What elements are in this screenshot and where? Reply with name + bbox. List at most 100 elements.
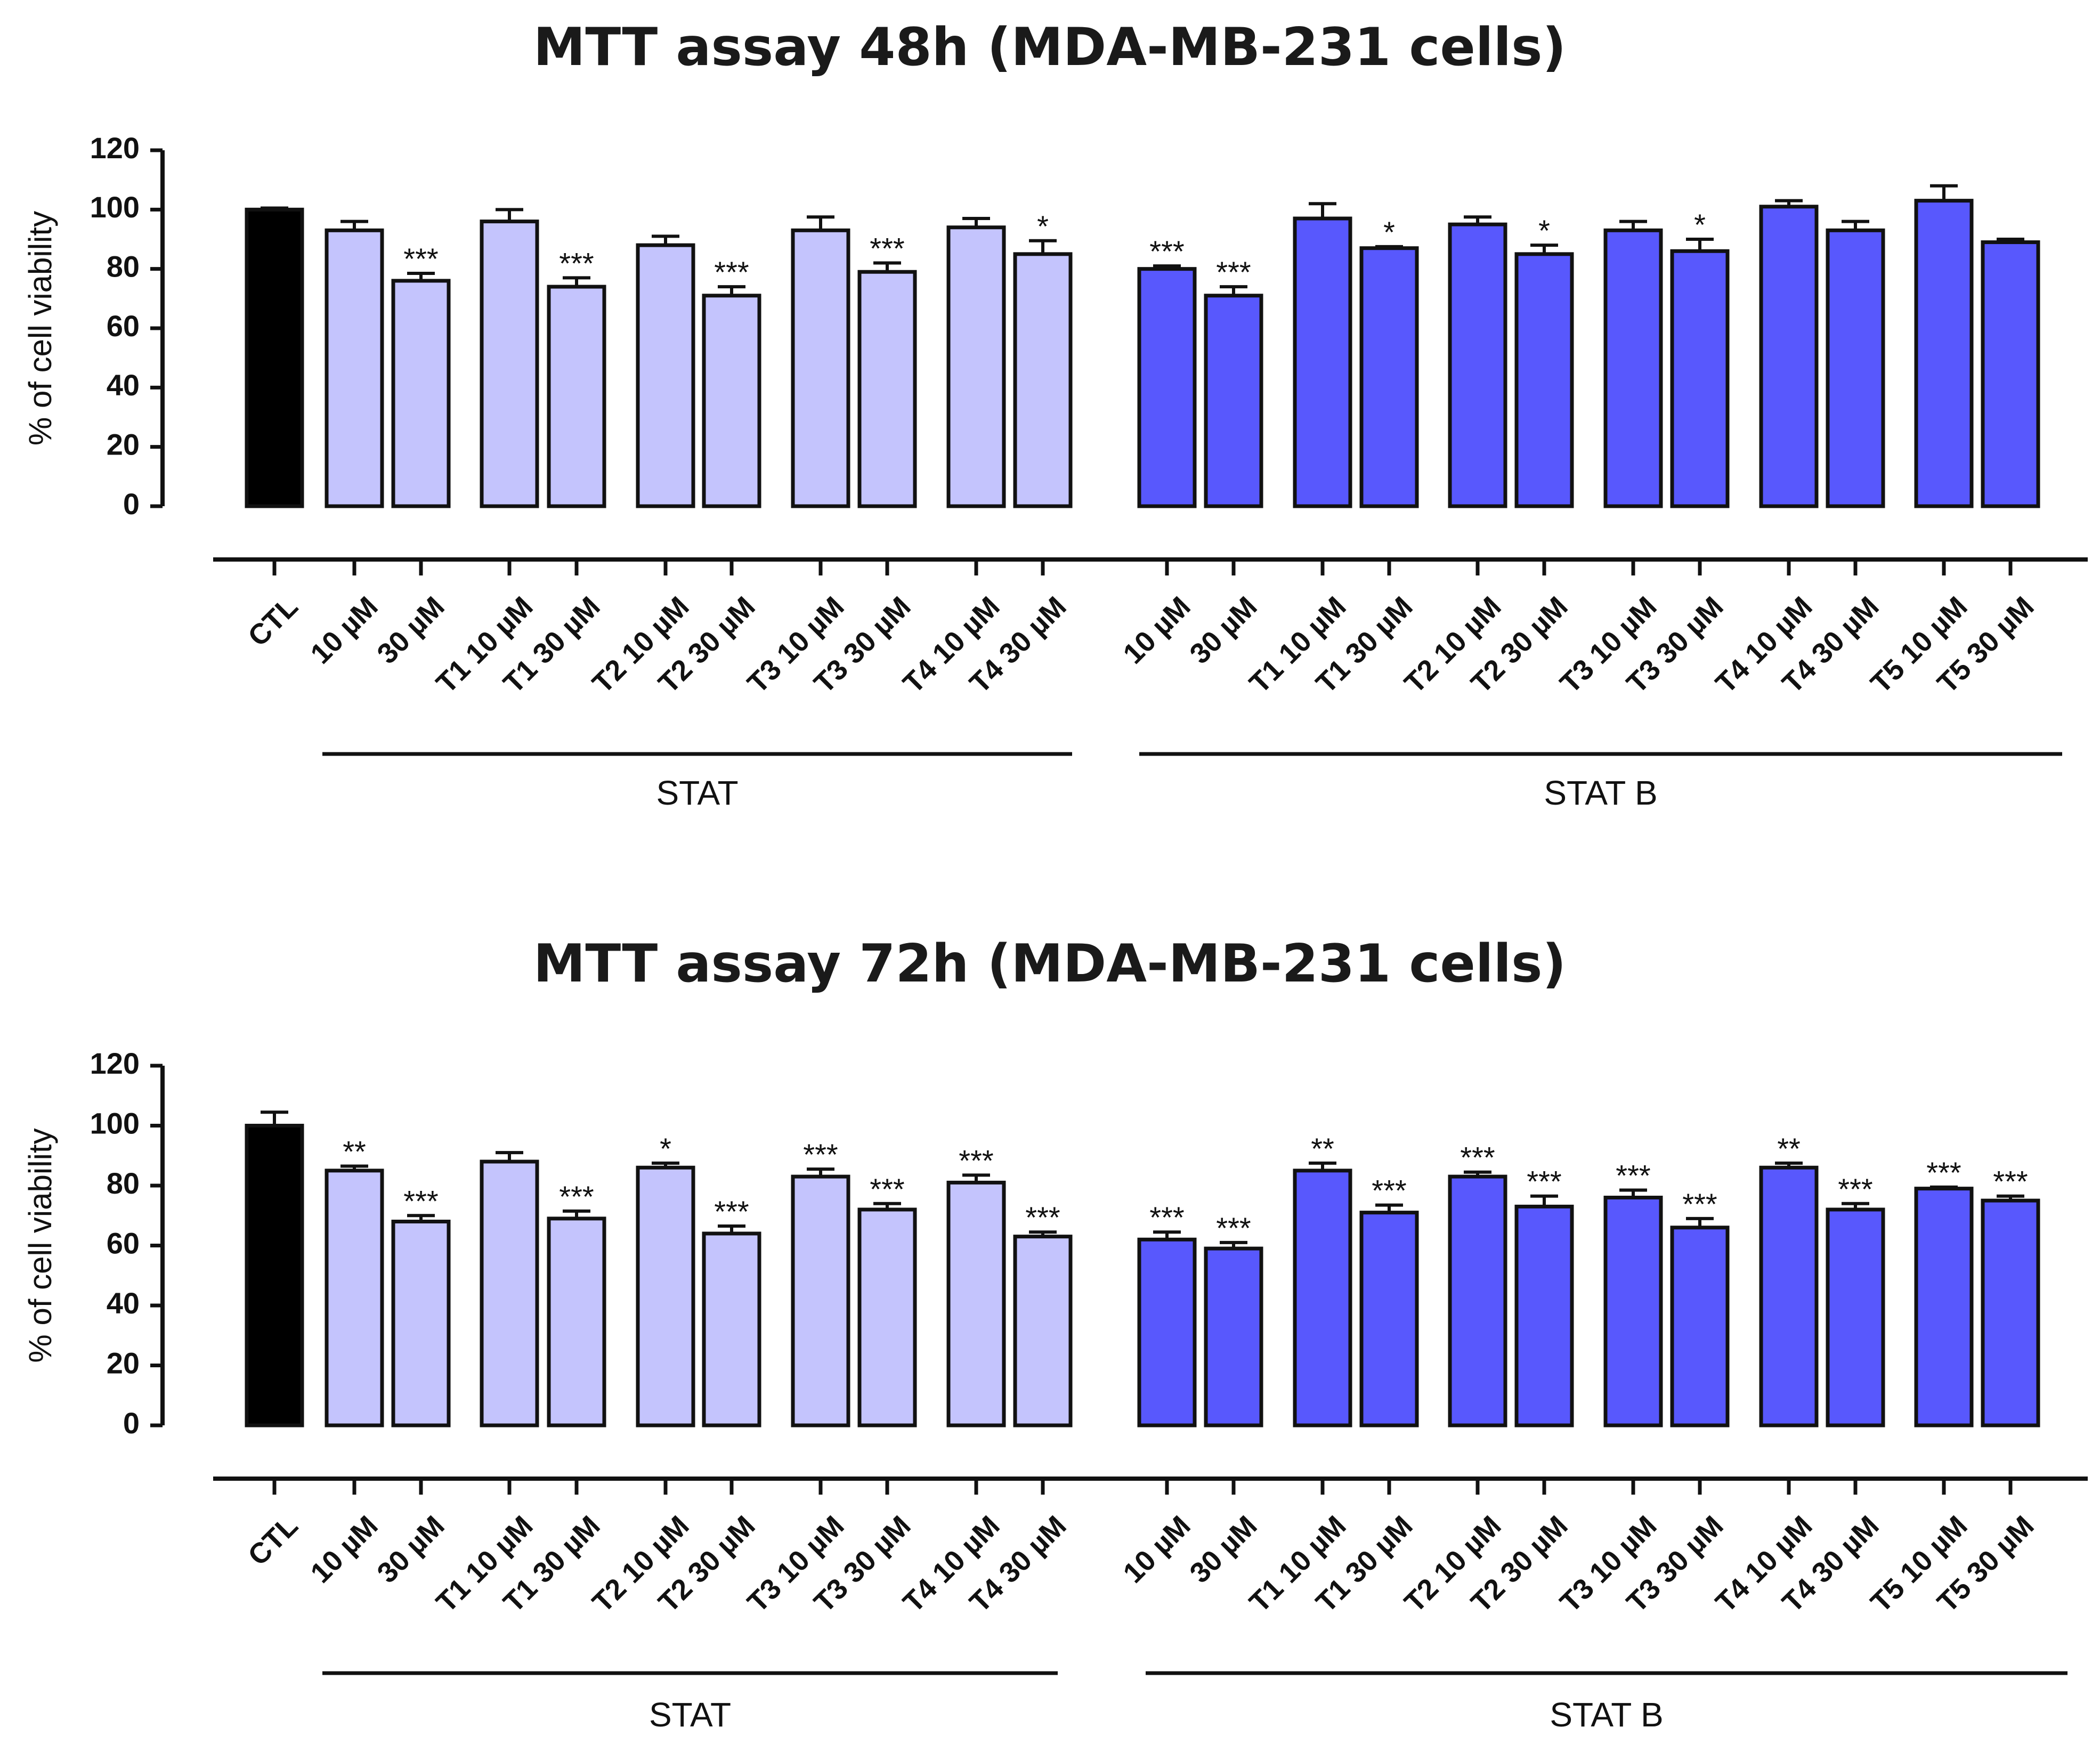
- group-label: STAT: [656, 774, 738, 812]
- bar: [946, 225, 1006, 508]
- y-tick-label: 60: [107, 309, 140, 343]
- significance-label: ***: [714, 255, 749, 289]
- bar: [1359, 1211, 1419, 1427]
- significance-label: ***: [1682, 1187, 1717, 1221]
- y-tick-label: 80: [107, 1166, 140, 1200]
- y-axis-label: % of cell viability: [22, 211, 58, 445]
- x-tick-label: CTL: [242, 590, 304, 653]
- significance-label: ***: [870, 232, 904, 265]
- bar: [1914, 1187, 1974, 1427]
- bar: [1759, 205, 1819, 508]
- bar: [636, 243, 695, 508]
- bar: [480, 1159, 539, 1427]
- significance-label: ***: [1216, 255, 1251, 289]
- significance-label: ***: [403, 1184, 438, 1218]
- bar: [1981, 1198, 2040, 1427]
- bar: [702, 294, 761, 508]
- bar: [1293, 216, 1352, 508]
- bar: [1293, 1169, 1352, 1427]
- group-label: STAT B: [1550, 1696, 1663, 1734]
- significance-label: *: [660, 1132, 671, 1165]
- significance-label: ***: [714, 1195, 749, 1228]
- bar: [791, 1174, 850, 1427]
- significance-label: ***: [403, 242, 438, 275]
- y-tick-label: 60: [107, 1226, 140, 1260]
- significance-label: ***: [559, 1180, 594, 1213]
- chart-panel-2: MTT assay 72h (MDA-MB-231 cells) 0 20 40 60 8…: [22, 934, 2088, 1734]
- bar: [1359, 246, 1419, 508]
- significance-label: ***: [1838, 1172, 1872, 1206]
- bar: [1826, 1207, 1885, 1427]
- group-label: STAT B: [1544, 774, 1657, 812]
- significance-label: ***: [1926, 1156, 1961, 1189]
- significance-label: ***: [1216, 1211, 1251, 1245]
- significance-label: *: [1383, 215, 1395, 249]
- bar: [1914, 199, 1974, 508]
- bar: [1981, 240, 2040, 508]
- bar: [391, 1220, 451, 1427]
- bar: [857, 270, 917, 508]
- significance-label: **: [1777, 1132, 1801, 1165]
- bar: [1204, 1246, 1263, 1427]
- x-tick-label: 30 µM: [371, 1510, 450, 1589]
- bar: [1013, 252, 1073, 508]
- y-axis-label: % of cell viability: [22, 1128, 58, 1362]
- y-tick-label: 100: [90, 190, 140, 224]
- significance-label: *: [1694, 208, 1706, 241]
- significance-label: ***: [803, 1138, 838, 1171]
- bar: [391, 279, 451, 508]
- bar: [1670, 1226, 1730, 1427]
- bar: [1759, 1165, 1819, 1427]
- chart-title: MTT assay 72h (MDA-MB-231 cells): [533, 934, 1566, 994]
- bar: [480, 220, 539, 508]
- x-tick-label: 10 µM: [304, 1510, 384, 1589]
- bar: [245, 207, 304, 508]
- y-tick-label: 20: [107, 427, 140, 461]
- bar: [791, 228, 850, 508]
- significance-label: ***: [1149, 234, 1184, 268]
- x-tick-label: 30 µM: [371, 590, 450, 670]
- significance-label: ***: [1993, 1165, 2028, 1198]
- y-tick-label: 40: [107, 1286, 140, 1320]
- y-tick-label: 20: [107, 1346, 140, 1380]
- significance-label: **: [1311, 1132, 1334, 1165]
- significance-label: *: [1037, 209, 1049, 243]
- y-tick-label: 100: [90, 1106, 140, 1140]
- bar: [1137, 1237, 1197, 1427]
- bar: [325, 228, 384, 508]
- bar: [547, 1216, 606, 1427]
- bar: [1514, 252, 1574, 508]
- y-tick-label: 0: [123, 487, 140, 521]
- bar: [1013, 1235, 1073, 1427]
- bar: [1448, 1174, 1507, 1427]
- y-tick-label: 120: [90, 1047, 140, 1080]
- bar: [245, 1124, 304, 1427]
- bar: [946, 1180, 1006, 1427]
- y-tick-label: 80: [107, 249, 140, 283]
- significance-label: ***: [1527, 1165, 1561, 1198]
- bar: [1137, 267, 1197, 508]
- bar: [547, 285, 606, 508]
- significance-label: ***: [1149, 1200, 1184, 1234]
- x-tick-label: 30 µM: [1183, 590, 1263, 670]
- y-tick-label: 40: [107, 368, 140, 402]
- y-tick-label: 120: [90, 131, 140, 165]
- chart-title: MTT assay 48h (MDA-MB-231 cells): [533, 17, 1566, 78]
- significance-label: **: [343, 1134, 366, 1168]
- bar: [857, 1207, 917, 1427]
- significance-label: ***: [1460, 1141, 1495, 1174]
- significance-label: ***: [959, 1143, 993, 1177]
- bar: [702, 1231, 761, 1427]
- bar: [1448, 222, 1507, 508]
- x-tick-label: CTL: [242, 1510, 304, 1572]
- significance-label: ***: [1372, 1174, 1406, 1207]
- significance-label: ***: [870, 1172, 904, 1206]
- x-tick-label: 10 µM: [304, 590, 384, 670]
- significance-label: ***: [559, 246, 594, 280]
- chart-panel-1: MTT assay 48h (MDA-MB-231 cells) 0 20 40 60 8…: [22, 17, 2088, 812]
- x-tick-label: 30 µM: [1183, 1510, 1263, 1589]
- bar: [1670, 249, 1730, 508]
- bar: [1826, 228, 1885, 508]
- significance-label: *: [1538, 214, 1550, 247]
- group-label: STAT: [649, 1696, 731, 1734]
